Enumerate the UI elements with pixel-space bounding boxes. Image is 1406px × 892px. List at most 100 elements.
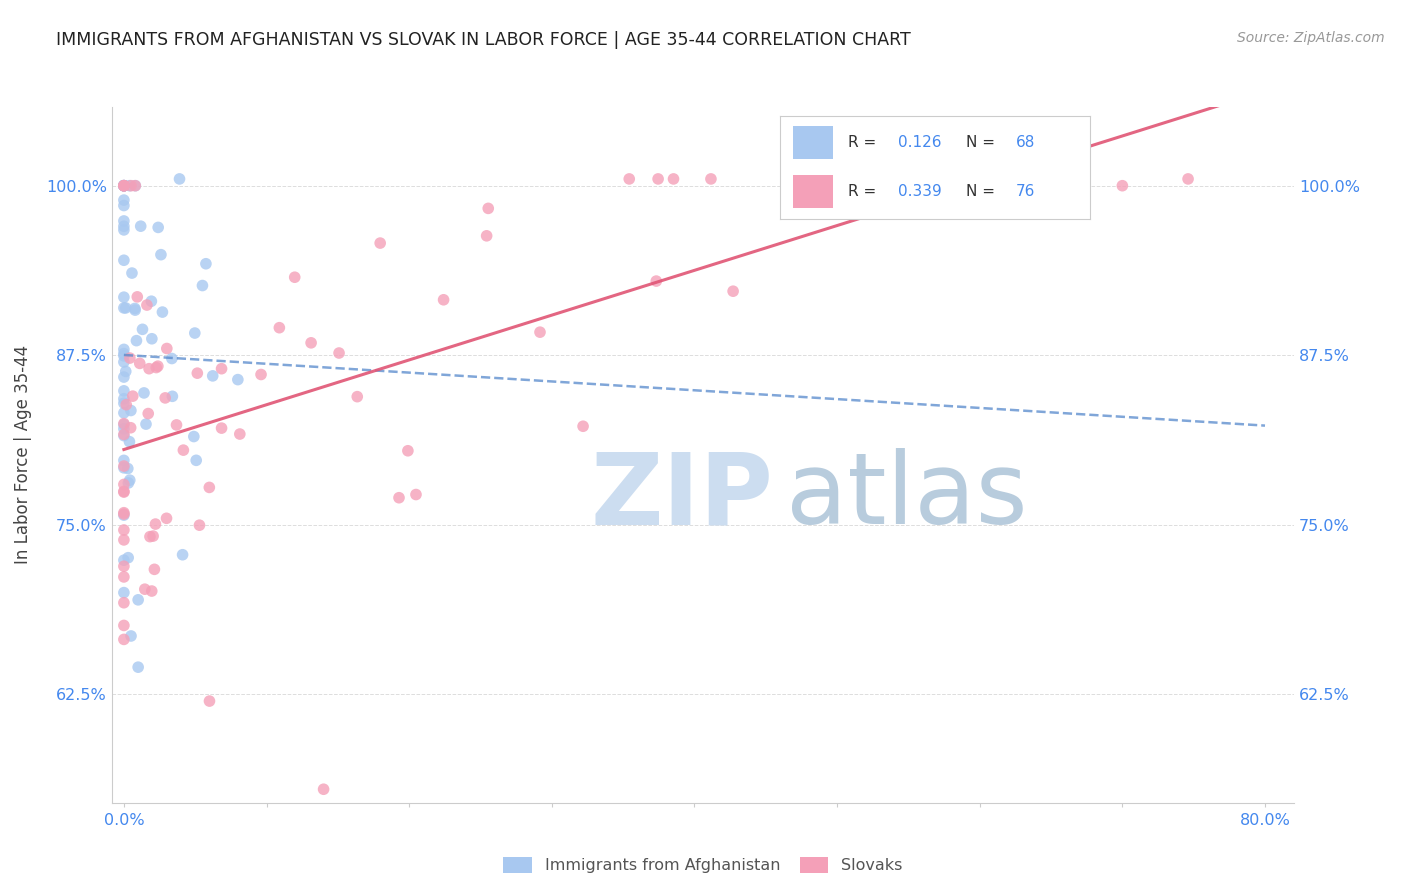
Point bbox=[184, 326, 207, 340]
Point bbox=[112, 506, 135, 520]
Point bbox=[879, 172, 901, 186]
Point bbox=[112, 533, 135, 547]
Point bbox=[700, 172, 723, 186]
Point bbox=[112, 477, 135, 491]
Point bbox=[186, 453, 208, 467]
Point bbox=[172, 548, 194, 562]
Point bbox=[120, 629, 142, 643]
Point bbox=[112, 632, 135, 647]
Point bbox=[145, 360, 167, 375]
Text: atlas: atlas bbox=[786, 448, 1028, 545]
Point bbox=[572, 419, 595, 434]
Text: 76: 76 bbox=[1015, 185, 1035, 200]
Point bbox=[127, 290, 149, 304]
Point bbox=[112, 253, 135, 268]
Point bbox=[162, 389, 184, 403]
Point bbox=[112, 178, 135, 193]
Point bbox=[112, 214, 135, 228]
Point bbox=[112, 596, 135, 610]
Point bbox=[112, 453, 135, 467]
Point bbox=[141, 584, 163, 599]
Text: N =: N = bbox=[966, 185, 1000, 200]
Point bbox=[1047, 172, 1070, 186]
Point bbox=[112, 223, 135, 237]
Point bbox=[155, 391, 177, 405]
Point bbox=[114, 364, 136, 378]
Point bbox=[645, 274, 668, 288]
Point bbox=[120, 421, 142, 435]
Point bbox=[160, 351, 183, 366]
Point bbox=[118, 178, 141, 193]
Point bbox=[120, 403, 142, 417]
Point bbox=[721, 284, 744, 298]
Point bbox=[172, 443, 194, 458]
Point bbox=[368, 236, 391, 251]
Point bbox=[112, 460, 135, 475]
Point bbox=[396, 443, 419, 458]
Point bbox=[124, 301, 146, 316]
Point bbox=[112, 523, 135, 537]
Point bbox=[112, 570, 135, 584]
Text: ZIP: ZIP bbox=[591, 448, 773, 545]
Point bbox=[118, 434, 141, 449]
Point bbox=[388, 491, 411, 505]
Point bbox=[112, 193, 135, 207]
Point bbox=[211, 421, 233, 435]
Point bbox=[136, 407, 159, 421]
Point bbox=[201, 368, 224, 383]
Point bbox=[647, 172, 669, 186]
Text: R =: R = bbox=[848, 185, 882, 200]
Point bbox=[112, 178, 135, 193]
Text: Source: ZipAtlas.com: Source: ZipAtlas.com bbox=[1237, 31, 1385, 45]
Point bbox=[112, 355, 135, 369]
Point bbox=[112, 290, 135, 304]
Point bbox=[299, 335, 322, 350]
Point bbox=[141, 332, 163, 346]
Point bbox=[112, 507, 135, 521]
Point bbox=[405, 487, 427, 501]
Point bbox=[152, 305, 174, 319]
Point bbox=[188, 518, 211, 533]
Point bbox=[112, 553, 135, 567]
Point bbox=[118, 473, 141, 487]
Point bbox=[312, 782, 335, 797]
Point bbox=[112, 417, 135, 432]
Y-axis label: In Labor Force | Age 35-44: In Labor Force | Age 35-44 bbox=[14, 345, 32, 565]
Point bbox=[112, 343, 135, 357]
Point bbox=[143, 562, 166, 576]
Point bbox=[124, 178, 146, 193]
Point bbox=[149, 248, 172, 262]
Text: IMMIGRANTS FROM AFGHANISTAN VS SLOVAK IN LABOR FORCE | AGE 35-44 CORRELATION CHA: IMMIGRANTS FROM AFGHANISTAN VS SLOVAK IN… bbox=[56, 31, 911, 49]
Point bbox=[229, 427, 252, 442]
Point bbox=[191, 278, 214, 293]
Point bbox=[112, 349, 135, 363]
Point bbox=[117, 550, 139, 565]
Point bbox=[112, 428, 135, 442]
Point bbox=[112, 178, 135, 193]
Point bbox=[148, 220, 170, 235]
Point bbox=[284, 270, 307, 285]
Point bbox=[112, 370, 135, 384]
Point bbox=[156, 342, 179, 356]
Point bbox=[128, 356, 150, 370]
Point bbox=[112, 301, 135, 315]
Point bbox=[194, 257, 217, 271]
Text: N =: N = bbox=[966, 135, 1000, 150]
Point bbox=[112, 346, 135, 360]
Point bbox=[183, 429, 205, 443]
Point bbox=[112, 178, 135, 193]
Point bbox=[112, 178, 135, 193]
Point bbox=[328, 346, 350, 360]
Point bbox=[169, 172, 191, 186]
Text: R =: R = bbox=[848, 135, 882, 150]
Point bbox=[112, 458, 135, 473]
Point bbox=[166, 417, 188, 432]
Point bbox=[141, 294, 163, 309]
Point bbox=[186, 366, 208, 380]
Point bbox=[346, 390, 368, 404]
Point bbox=[112, 198, 135, 212]
Point bbox=[112, 427, 135, 442]
Legend: Immigrants from Afghanistan, Slovaks: Immigrants from Afghanistan, Slovaks bbox=[498, 850, 908, 880]
Text: 0.339: 0.339 bbox=[898, 185, 942, 200]
Point bbox=[139, 530, 162, 544]
